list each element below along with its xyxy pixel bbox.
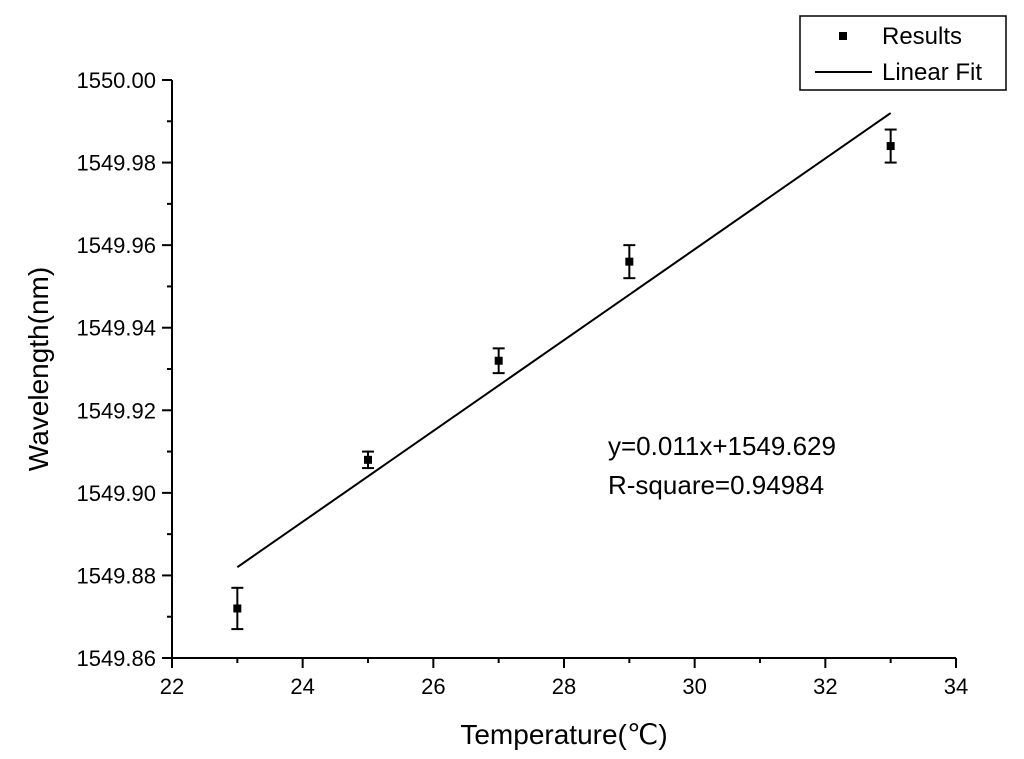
data-point-group xyxy=(362,450,374,470)
x-tick-label: 30 xyxy=(682,674,706,699)
y-tick-label: 1549.96 xyxy=(76,233,156,258)
data-point-group xyxy=(231,586,244,631)
x-axis-label: Temperature(℃) xyxy=(460,719,667,750)
y-tick-label: 1549.92 xyxy=(76,398,156,423)
x-tick-label: 32 xyxy=(813,674,837,699)
linear-fit-line xyxy=(236,112,892,568)
y-ticks: 1549.86 1549.88 1549.90 1549.92 1549.94 1549.… xyxy=(76,68,172,671)
legend: Results Linear Fit xyxy=(799,15,1007,91)
x-tick-label: 34 xyxy=(944,674,968,699)
legend-fit-label: Linear Fit xyxy=(882,59,982,86)
legend-results-label: Results xyxy=(882,23,962,50)
legend-box xyxy=(799,15,1007,91)
legend-results-marker xyxy=(839,32,847,40)
y-tick-label: 1549.98 xyxy=(76,151,156,176)
data-point-group xyxy=(884,128,897,164)
r-square-annotation: R-square=0.94984 xyxy=(608,470,824,500)
y-tick-label: 1549.90 xyxy=(76,481,156,506)
x-tick-label: 24 xyxy=(290,674,314,699)
data-point-group xyxy=(623,244,636,280)
y-tick-label: 1549.88 xyxy=(76,563,156,588)
data-point xyxy=(625,257,634,266)
y-axis-label: Wavelength(nm) xyxy=(23,267,54,471)
data-point-group xyxy=(492,347,505,375)
x-ticks: 22 24 26 28 30 32 34 xyxy=(160,658,968,699)
y-tick-label: 1549.86 xyxy=(76,646,156,671)
x-tick-label: 26 xyxy=(421,674,445,699)
x-tick-label: 28 xyxy=(552,674,576,699)
y-tick-label: 1550.00 xyxy=(76,68,156,93)
data-point xyxy=(233,604,242,613)
axes xyxy=(171,80,956,659)
data-point xyxy=(886,142,895,151)
equation-annotation: y=0.011x+1549.629 xyxy=(608,431,836,461)
data-point xyxy=(494,356,503,365)
x-tick-label: 22 xyxy=(160,674,184,699)
fit-layer xyxy=(236,112,892,568)
y-tick-label: 1549.94 xyxy=(76,316,156,341)
data-point xyxy=(364,455,372,464)
points-layer xyxy=(231,128,897,631)
